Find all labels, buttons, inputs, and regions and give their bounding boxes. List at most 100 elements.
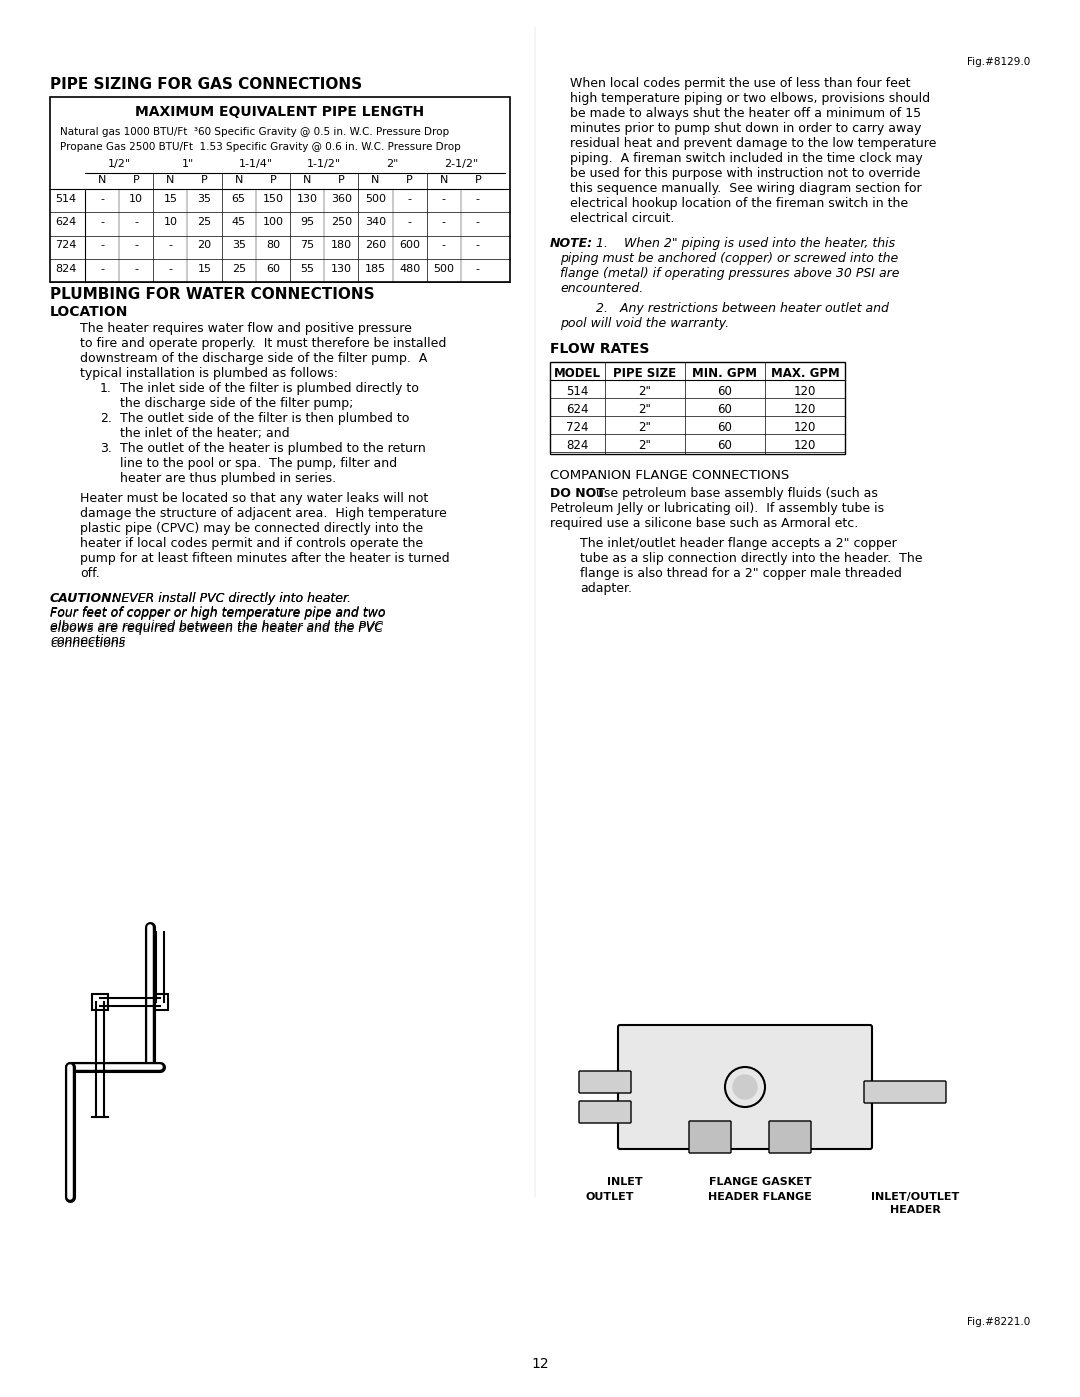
Text: 624: 624 bbox=[55, 218, 77, 228]
Text: The outlet of the heater is plumbed to the return: The outlet of the heater is plumbed to t… bbox=[120, 441, 426, 455]
Text: 1": 1" bbox=[181, 159, 193, 169]
Text: 1-1/4": 1-1/4" bbox=[239, 159, 273, 169]
Text: 25: 25 bbox=[198, 218, 212, 228]
Text: P: P bbox=[201, 175, 208, 184]
Bar bbox=[152, 995, 168, 1010]
Text: 2": 2" bbox=[638, 439, 651, 453]
Text: The inlet side of the filter is plumbed directly to: The inlet side of the filter is plumbed … bbox=[120, 381, 419, 395]
Text: -: - bbox=[476, 194, 480, 204]
Text: When local codes permit the use of less than four feet: When local codes permit the use of less … bbox=[570, 77, 910, 89]
Text: 60: 60 bbox=[266, 264, 280, 274]
Text: connections: connections bbox=[50, 637, 125, 650]
Text: CAUTION:: CAUTION: bbox=[50, 592, 118, 605]
Text: 60: 60 bbox=[717, 439, 732, 453]
Text: INLET: INLET bbox=[607, 1178, 643, 1187]
Text: 1/2": 1/2" bbox=[108, 159, 131, 169]
Text: 15: 15 bbox=[198, 264, 212, 274]
Text: be made to always shut the heater off a minimum of 15: be made to always shut the heater off a … bbox=[570, 108, 921, 120]
Text: to fire and operate properly.  It must therefore be installed: to fire and operate properly. It must th… bbox=[80, 337, 446, 351]
Text: MIN. GPM: MIN. GPM bbox=[692, 367, 757, 380]
Text: 2": 2" bbox=[387, 159, 399, 169]
Text: N: N bbox=[234, 175, 243, 184]
Text: HEADER FLANGE: HEADER FLANGE bbox=[708, 1192, 812, 1201]
Text: 12: 12 bbox=[531, 1356, 549, 1370]
Text: flange (metal) if operating pressures above 30 PSI are: flange (metal) if operating pressures ab… bbox=[561, 267, 900, 279]
Text: 15: 15 bbox=[163, 194, 177, 204]
Text: 130: 130 bbox=[330, 264, 352, 274]
Text: -: - bbox=[134, 218, 138, 228]
Text: -: - bbox=[442, 194, 446, 204]
Text: The heater requires water flow and positive pressure: The heater requires water flow and posit… bbox=[80, 321, 411, 335]
Text: 514: 514 bbox=[566, 386, 589, 398]
Text: COMPANION FLANGE CONNECTIONS: COMPANION FLANGE CONNECTIONS bbox=[550, 469, 789, 482]
Text: MODEL: MODEL bbox=[554, 367, 600, 380]
Text: tube as a slip connection directly into the header.  The: tube as a slip connection directly into … bbox=[580, 552, 922, 564]
Text: 260: 260 bbox=[365, 240, 386, 250]
Text: 60: 60 bbox=[717, 420, 732, 434]
Text: -: - bbox=[134, 240, 138, 250]
Text: heater are thus plumbed in series.: heater are thus plumbed in series. bbox=[120, 472, 336, 485]
Text: 3.: 3. bbox=[100, 441, 112, 455]
Text: 500: 500 bbox=[365, 194, 386, 204]
Text: 45: 45 bbox=[232, 218, 246, 228]
Text: 600: 600 bbox=[400, 240, 420, 250]
Text: be used for this purpose with instruction not to override: be used for this purpose with instructio… bbox=[570, 168, 920, 180]
Text: PLUMBING FOR WATER CONNECTIONS: PLUMBING FOR WATER CONNECTIONS bbox=[50, 286, 375, 302]
Text: 10: 10 bbox=[130, 194, 144, 204]
Text: -: - bbox=[100, 194, 104, 204]
Text: plastic pipe (CPVC) may be connected directly into the: plastic pipe (CPVC) may be connected dir… bbox=[80, 522, 423, 535]
Text: -: - bbox=[100, 264, 104, 274]
Text: 724: 724 bbox=[55, 240, 77, 250]
Text: N: N bbox=[372, 175, 379, 184]
Text: 2": 2" bbox=[638, 402, 651, 416]
Text: NEVER install PVC directly into heater.: NEVER install PVC directly into heater. bbox=[108, 592, 351, 605]
Text: -: - bbox=[100, 218, 104, 228]
Text: electrical hookup location of the fireman switch in the: electrical hookup location of the firema… bbox=[570, 197, 908, 210]
Text: pump for at least fifteen minutes after the heater is turned: pump for at least fifteen minutes after … bbox=[80, 552, 449, 564]
Text: 340: 340 bbox=[365, 218, 386, 228]
Text: Petroleum Jelly or lubricating oil).  If assembly tube is: Petroleum Jelly or lubricating oil). If … bbox=[550, 502, 885, 515]
Text: Natural gas 1000 BTU/Ft  ³60 Specific Gravity @ 0.5 in. W.C. Pressure Drop: Natural gas 1000 BTU/Ft ³60 Specific Gra… bbox=[60, 127, 449, 137]
Text: -: - bbox=[442, 218, 446, 228]
Text: -: - bbox=[407, 194, 411, 204]
Text: 480: 480 bbox=[399, 264, 420, 274]
Text: 624: 624 bbox=[566, 402, 589, 416]
Text: 60: 60 bbox=[717, 402, 732, 416]
Text: 130: 130 bbox=[297, 194, 318, 204]
Text: 2": 2" bbox=[638, 420, 651, 434]
Text: the discharge side of the filter pump;: the discharge side of the filter pump; bbox=[120, 397, 353, 409]
Text: -: - bbox=[476, 240, 480, 250]
Bar bbox=[92, 995, 108, 1010]
Text: elbows are required between the heater and the PVC: elbows are required between the heater a… bbox=[50, 622, 383, 636]
FancyBboxPatch shape bbox=[689, 1120, 731, 1153]
Text: high temperature piping or two elbows, provisions should: high temperature piping or two elbows, p… bbox=[570, 92, 930, 105]
Text: P: P bbox=[270, 175, 276, 184]
Text: P: P bbox=[338, 175, 345, 184]
Text: 1.    When 2" piping is used into the heater, this: 1. When 2" piping is used into the heate… bbox=[588, 237, 895, 250]
Text: required use a silicone base such as Armoral etc.: required use a silicone base such as Arm… bbox=[550, 517, 859, 529]
Text: 724: 724 bbox=[566, 420, 589, 434]
Text: damage the structure of adjacent area.  High temperature: damage the structure of adjacent area. H… bbox=[80, 507, 447, 520]
Text: 2": 2" bbox=[638, 386, 651, 398]
Text: PIPE SIZE: PIPE SIZE bbox=[613, 367, 676, 380]
Text: off.: off. bbox=[80, 567, 99, 580]
Text: -: - bbox=[168, 264, 173, 274]
Text: line to the pool or spa.  The pump, filter and: line to the pool or spa. The pump, filte… bbox=[120, 457, 397, 469]
Text: Fig.#8221.0: Fig.#8221.0 bbox=[967, 1317, 1030, 1327]
Text: the inlet of the heater; and: the inlet of the heater; and bbox=[120, 427, 289, 440]
Text: PIPE SIZING FOR GAS CONNECTIONS: PIPE SIZING FOR GAS CONNECTIONS bbox=[50, 77, 362, 92]
Text: -: - bbox=[442, 240, 446, 250]
Text: 824: 824 bbox=[55, 264, 77, 274]
Text: NOTE:: NOTE: bbox=[550, 237, 593, 250]
Text: Heater must be located so that any water leaks will not: Heater must be located so that any water… bbox=[80, 492, 429, 504]
Text: -: - bbox=[100, 240, 104, 250]
Text: P: P bbox=[474, 175, 482, 184]
Text: FLANGE GASKET: FLANGE GASKET bbox=[708, 1178, 811, 1187]
Text: 824: 824 bbox=[566, 439, 589, 453]
Text: 60: 60 bbox=[717, 386, 732, 398]
Text: connections: connections bbox=[50, 634, 125, 647]
Text: 120: 120 bbox=[794, 402, 816, 416]
Text: -: - bbox=[168, 240, 173, 250]
Circle shape bbox=[733, 1076, 757, 1099]
Text: 120: 120 bbox=[794, 420, 816, 434]
